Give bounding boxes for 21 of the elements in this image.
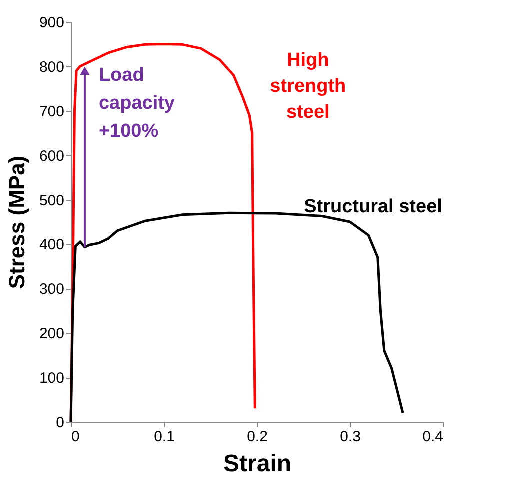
annotation: Load capacity +100%: [98, 64, 176, 142]
y-tick-label: 100: [39, 370, 64, 388]
y-tick-label: 700: [39, 103, 64, 120]
x-tick-label: 0.2: [247, 428, 268, 446]
x-tick-label: 0: [72, 428, 80, 446]
x-axis-title: Strain: [223, 450, 292, 478]
y-axis-title: Stress (MPa): [4, 156, 30, 290]
y-tick-label: 300: [39, 281, 64, 298]
y-tick-label: 600: [39, 148, 64, 165]
series-label: High strength steel: [270, 50, 346, 123]
x-tick-label: 0.1: [154, 428, 175, 446]
x-tick-label: 0.4: [422, 428, 444, 446]
y-tick-label: 200: [39, 326, 64, 343]
series-label: Structural steel: [304, 196, 442, 218]
y-tick-label: 500: [39, 192, 64, 210]
y-tick-label: 400: [39, 236, 64, 254]
y-tick-label: 900: [39, 14, 64, 32]
y-tick-label: 800: [39, 58, 64, 76]
y-tick-label: 0: [56, 414, 64, 432]
x-tick-label: 0.3: [340, 428, 361, 446]
line-series: [70, 212, 404, 424]
